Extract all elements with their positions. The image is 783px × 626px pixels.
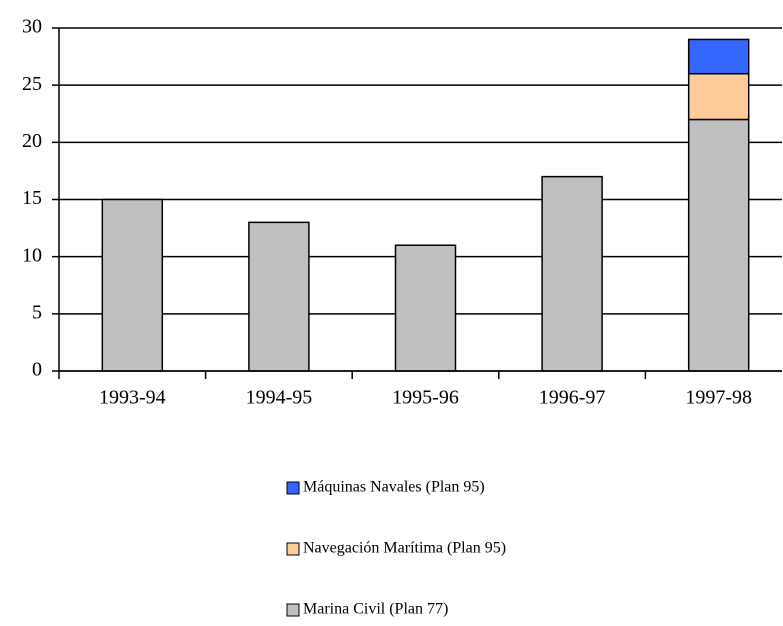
x-tick-label: 1997-98 bbox=[685, 387, 752, 409]
y-tick-label: 10 bbox=[22, 244, 42, 266]
y-tick-label: 5 bbox=[32, 301, 42, 323]
y-tick-label: 20 bbox=[22, 130, 42, 152]
bar-segment bbox=[687, 72, 750, 121]
bar-segment bbox=[687, 118, 750, 372]
legend-label: Navegación Marítima (Plan 95) bbox=[303, 540, 506, 557]
y-tick-label: 30 bbox=[22, 16, 42, 38]
bar-segment bbox=[101, 198, 164, 372]
x-tick-label: 1995-96 bbox=[392, 387, 459, 409]
bar-segment bbox=[248, 221, 310, 372]
legend-label: Marina Civil (Plan 77) bbox=[303, 601, 448, 618]
y-tick-label: 25 bbox=[22, 73, 42, 95]
x-tick-label: 1996-97 bbox=[539, 387, 606, 409]
y-tick-label: 0 bbox=[32, 359, 42, 381]
x-tick-label: 1993-94 bbox=[99, 387, 166, 409]
bar-segment bbox=[687, 38, 750, 75]
bar-segment bbox=[541, 175, 603, 372]
legend-swatch bbox=[286, 542, 300, 556]
y-tick-label: 15 bbox=[22, 187, 42, 209]
bar-segment bbox=[394, 244, 457, 372]
legend-label: Máquinas Navales (Plan 95) bbox=[303, 479, 485, 496]
x-tick-label: 1994-95 bbox=[246, 387, 313, 409]
legend-swatch bbox=[286, 603, 300, 617]
legend-swatch bbox=[286, 481, 300, 495]
